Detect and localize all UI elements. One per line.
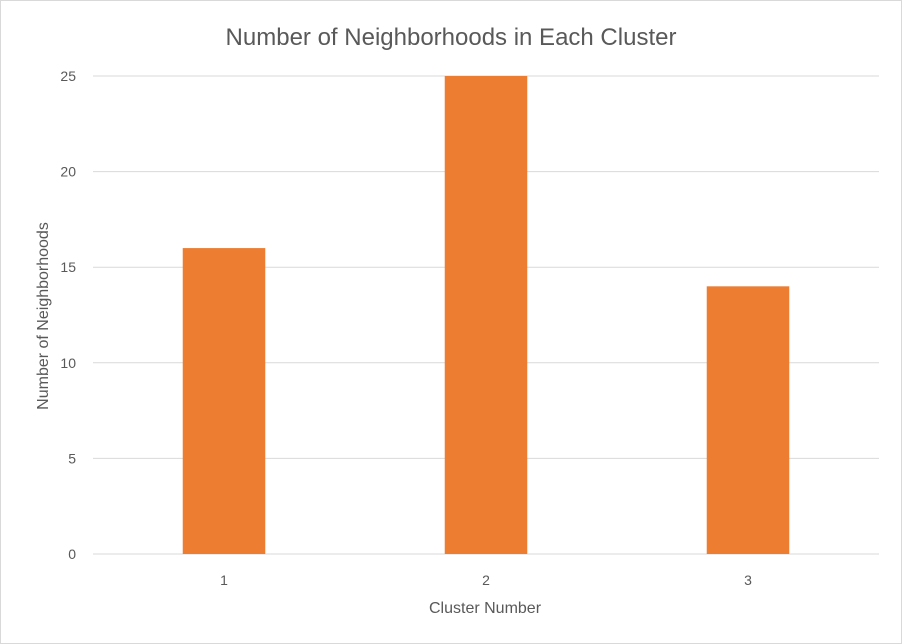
x-tick-label: 2 xyxy=(482,572,490,588)
y-tick-label: 0 xyxy=(68,546,76,562)
y-axis-ticks: 0 5 10 15 20 25 xyxy=(60,68,76,562)
x-tick-label: 3 xyxy=(744,572,752,588)
y-tick-label: 10 xyxy=(60,355,76,371)
y-tick-label: 25 xyxy=(60,68,76,84)
x-axis-title: Cluster Number xyxy=(429,600,542,617)
bar xyxy=(706,286,790,554)
chart-title: Number of Neighborhoods in Each Cluster xyxy=(226,24,677,51)
x-axis-ticks: 1 2 3 xyxy=(220,572,752,588)
bar xyxy=(444,76,528,554)
y-tick-label: 5 xyxy=(68,450,76,466)
bars xyxy=(182,76,790,554)
y-tick-label: 20 xyxy=(60,164,76,180)
y-axis-title: Number of Neighborhoods xyxy=(35,222,52,410)
bar xyxy=(182,248,266,554)
x-tick-label: 1 xyxy=(220,572,228,588)
y-tick-label: 15 xyxy=(60,259,76,275)
